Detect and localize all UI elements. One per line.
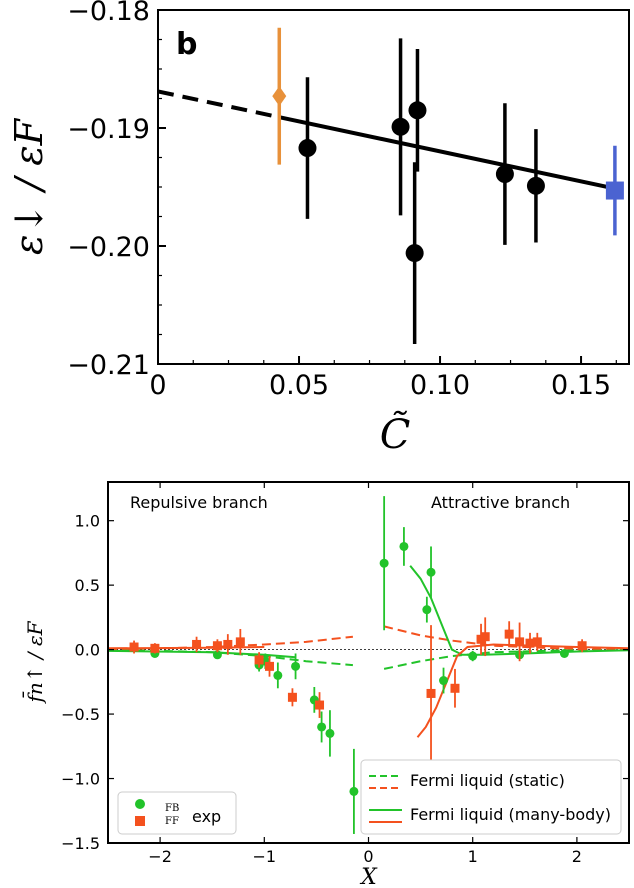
legend-mb-label: Fermi liquid (many-body) xyxy=(410,805,611,824)
theory-curve xyxy=(416,643,630,738)
annotation-attractive: Attractive branch xyxy=(431,493,570,512)
top-y-tick-label: −0.21 xyxy=(67,350,150,381)
top-x-tick-label: 0.15 xyxy=(551,370,611,401)
data-point-fb xyxy=(273,670,283,680)
data-point-fb xyxy=(439,676,449,686)
data-point-ff xyxy=(426,688,436,698)
data-point-diamond xyxy=(272,86,287,107)
bottom-x-tick-label: 2 xyxy=(572,847,582,866)
legend-fb-sup: FB xyxy=(165,803,179,814)
bottom-x-tick-label: −2 xyxy=(148,847,172,866)
theory-curve xyxy=(409,565,630,656)
bottom-axes: −2 −1 0 1 2 1.0 0.5 0.0 −0.5 −1.0 −1.5 xyxy=(61,482,629,866)
data-point-fb xyxy=(291,661,301,671)
data-point-fb xyxy=(399,541,409,551)
data-point-ff xyxy=(265,661,275,671)
top-y-axis-label: ε↓ / εF xyxy=(7,117,51,255)
legend-fermi-liquid: Fermi liquid (static) Fermi liquid (many… xyxy=(360,759,622,835)
top-plot-frame xyxy=(157,9,630,365)
data-point-ff xyxy=(504,629,514,639)
top-marks xyxy=(157,27,624,344)
theory-curve xyxy=(383,649,630,670)
legend-fl-box xyxy=(360,759,622,835)
data-point-ff xyxy=(192,639,202,649)
theory-curve xyxy=(107,646,265,650)
bottom-y-tick-label: 0.0 xyxy=(75,641,100,660)
bottom-x-tick-label: 1 xyxy=(468,847,478,866)
bottom-x-axis-label: X xyxy=(359,865,378,888)
data-point-ff xyxy=(235,637,245,647)
data-point-ff xyxy=(525,638,535,648)
legend-exp: FB FF exp xyxy=(117,791,237,835)
data-point xyxy=(495,165,514,184)
data-point-ff xyxy=(150,643,160,653)
annotation-repulsive: Repulsive branch xyxy=(130,493,268,512)
top-y-tick-label: −0.20 xyxy=(67,232,150,263)
top-x-axis-label: C̃ xyxy=(380,411,411,458)
data-point-fb xyxy=(317,722,327,732)
bottom-y-axis-label: f̄n↑ / εF xyxy=(22,620,47,704)
data-point-ff xyxy=(129,642,139,652)
legend-exp-label: exp xyxy=(192,807,221,826)
data-point-fb xyxy=(422,605,432,615)
data-point-fb xyxy=(212,650,222,660)
theory-curve xyxy=(107,649,296,659)
data-point xyxy=(391,117,410,136)
data-point-fb xyxy=(325,728,335,738)
top-panel: 0 0.05 0.10 0.15 −0.18 −0.19 −0.20 −0.21 b C̃ ε… xyxy=(7,0,630,458)
data-point xyxy=(526,176,545,195)
data-point-square xyxy=(605,181,624,200)
top-x-tick-label: 0.05 xyxy=(269,370,329,401)
data-point-ff xyxy=(223,639,233,649)
data-point-fb xyxy=(559,648,569,658)
bottom-y-tick-label: 0.5 xyxy=(75,576,100,595)
data-point xyxy=(298,139,317,158)
legend-static-label: Fermi liquid (static) xyxy=(410,771,565,790)
data-point xyxy=(405,244,424,263)
bottom-y-tick-label: −1.0 xyxy=(61,770,100,789)
data-point-ff xyxy=(515,637,525,647)
bottom-y-tick-label: 1.0 xyxy=(75,512,100,531)
bottom-panel: −2 −1 0 1 2 1.0 0.5 0.0 −0.5 −1.0 −1.5 Repulsive b… xyxy=(22,481,630,888)
top-x-tick-label: 0 xyxy=(149,370,166,401)
data-point-ff xyxy=(287,692,297,702)
panel-label-b: b xyxy=(176,27,197,62)
bottom-x-tick-label: 0 xyxy=(363,847,373,866)
legend-ff-sub: FF xyxy=(165,816,179,827)
bottom-y-tick-label: −1.5 xyxy=(61,834,100,853)
top-x-tick-label: 0.10 xyxy=(410,370,470,401)
top-y-tick-label: −0.19 xyxy=(67,114,150,145)
bottom-x-tick-label: −1 xyxy=(253,847,277,866)
top-axes: 0 0.05 0.10 0.15 −0.18 −0.19 −0.20 −0.21 xyxy=(67,0,617,401)
data-point-ff xyxy=(480,632,490,642)
data-point-ff xyxy=(315,700,325,710)
legend-ff-marker xyxy=(135,816,145,826)
top-y-tick-label: −0.18 xyxy=(67,0,150,27)
fit-line-solid xyxy=(278,115,616,191)
legend-fb-marker xyxy=(135,799,145,809)
data-point-ff xyxy=(254,655,264,665)
data-point-ff xyxy=(577,641,587,651)
data-point xyxy=(408,101,427,120)
bottom-marks xyxy=(107,496,630,834)
legend-exp-box xyxy=(117,791,237,835)
fit-line-dashed xyxy=(157,89,280,120)
data-point-fb xyxy=(426,567,436,577)
data-point-fb xyxy=(468,651,478,661)
data-point-ff xyxy=(212,641,222,651)
bottom-y-tick-label: −0.5 xyxy=(61,705,100,724)
data-point-ff xyxy=(532,637,542,647)
data-point-ff xyxy=(450,683,460,693)
data-point-fb xyxy=(349,786,359,796)
theory-curve xyxy=(383,625,630,650)
data-point-fb xyxy=(379,558,389,568)
